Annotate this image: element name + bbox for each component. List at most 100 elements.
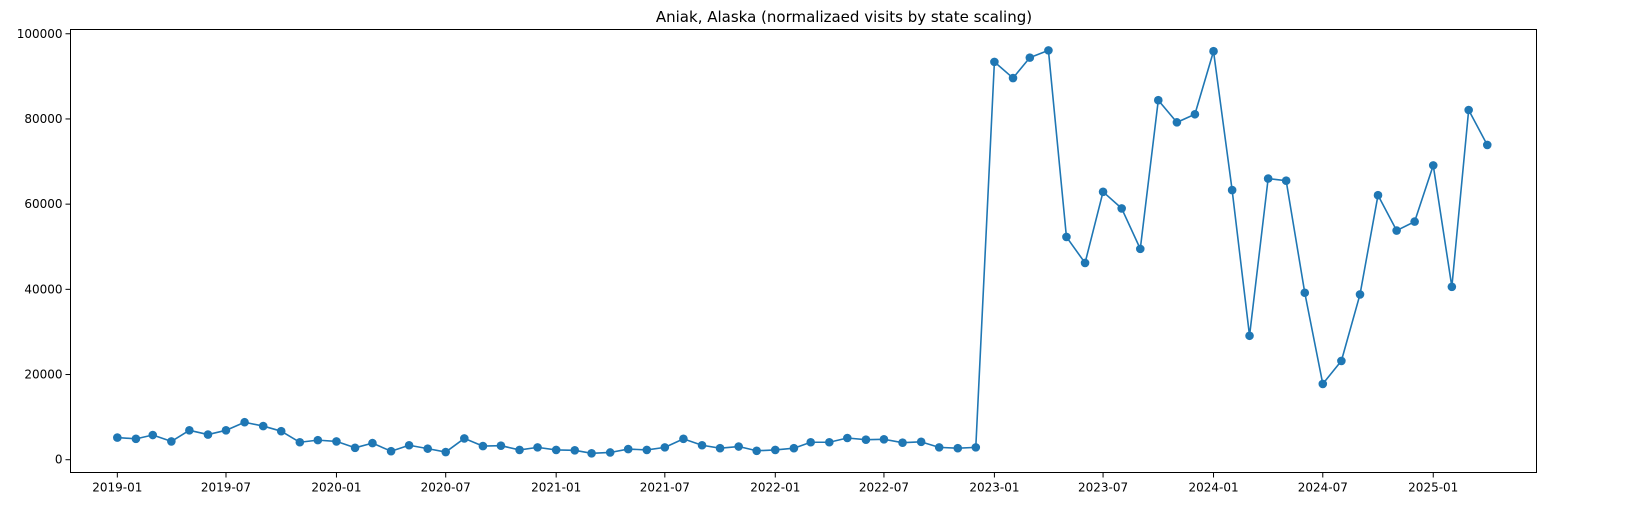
data-point [1373, 190, 1383, 200]
data-point [953, 443, 963, 453]
data-point [167, 437, 176, 446]
data-point [1044, 46, 1053, 55]
data-point [113, 433, 122, 442]
data-point [605, 448, 615, 457]
x-tick-label: 2023-07 [1078, 481, 1128, 495]
data-point [934, 443, 944, 452]
data-point [1025, 53, 1035, 62]
data-point [1080, 258, 1090, 268]
data-point [423, 444, 432, 453]
data-point [1245, 331, 1254, 341]
data-point [1227, 185, 1237, 195]
data-point [1410, 217, 1419, 226]
x-tick-label: 2021-01 [531, 481, 581, 495]
x-tick-label: 2024-07 [1298, 481, 1348, 495]
axes-frame [70, 29, 1537, 473]
y-tick-label: 0 [55, 453, 63, 467]
data-point [660, 443, 670, 452]
axis-ticks: 2019-01 2019-07 2020-01 2020-07 2021-01 2021-… [17, 27, 1459, 495]
data-point [642, 445, 652, 455]
data-point [515, 445, 524, 455]
data-point [898, 438, 907, 447]
x-tick-label: 2022-01 [750, 481, 800, 495]
data-point [879, 434, 889, 444]
data-point [1355, 290, 1365, 299]
data-point [570, 446, 580, 455]
data-point [1318, 379, 1328, 389]
data-point [1008, 73, 1018, 83]
data-point [496, 441, 506, 450]
y-tick-label: 100000 [17, 27, 63, 41]
data-point [295, 437, 305, 447]
y-tick-label: 20000 [24, 368, 62, 382]
data-point [825, 437, 834, 447]
data-point [1428, 161, 1438, 170]
y-tick-label: 40000 [24, 282, 62, 296]
data-point [861, 435, 871, 445]
data-point [460, 434, 469, 443]
data-point [623, 444, 633, 454]
x-tick-label: 2019-07 [201, 481, 251, 495]
data-point [715, 443, 725, 453]
data-point [1300, 288, 1310, 298]
data-point [1392, 226, 1401, 235]
data-point [1209, 46, 1218, 56]
data-point [916, 437, 926, 447]
y-tick-label: 80000 [24, 112, 62, 126]
data-point [971, 443, 981, 452]
chart-title: Aniak, Alaska (normalizaed visits by sta… [656, 8, 1032, 26]
data-point [734, 442, 743, 451]
data-point [1062, 232, 1071, 242]
data-point [1263, 174, 1273, 183]
data-point [368, 438, 377, 448]
y-tick-label: 60000 [24, 197, 62, 211]
data-point [185, 426, 194, 435]
x-tick-label: 2025-01 [1408, 481, 1458, 495]
plot-area [113, 46, 1492, 458]
data-point [276, 426, 286, 436]
data-point [1281, 176, 1291, 186]
data-point [551, 445, 561, 455]
x-tick-label: 2024-01 [1188, 481, 1238, 495]
x-tick-label: 2020-07 [421, 481, 471, 495]
x-tick-label: 2021-07 [640, 481, 690, 495]
data-point [350, 443, 360, 453]
data-point [752, 446, 761, 456]
series-line [117, 49, 1488, 455]
data-point [332, 437, 341, 446]
data-point [1153, 95, 1163, 105]
data-point [1135, 244, 1145, 254]
data-point [1117, 204, 1126, 213]
data-point [806, 437, 816, 447]
data-point [203, 430, 213, 439]
data-point [131, 434, 141, 444]
x-tick-label: 2022-07 [859, 481, 909, 495]
data-point [148, 430, 158, 440]
data-point [697, 440, 707, 450]
data-point [770, 445, 780, 455]
data-point [240, 417, 249, 427]
data-point [386, 446, 396, 456]
x-tick-label: 2020-01 [311, 481, 361, 495]
data-point [789, 443, 799, 453]
data-point [478, 441, 488, 451]
data-point [1464, 105, 1473, 115]
data-point [258, 421, 268, 431]
data-point [1190, 109, 1200, 119]
data-point [990, 57, 999, 67]
data-point [441, 447, 451, 457]
data-point [1098, 187, 1108, 197]
data-point [1447, 282, 1457, 292]
data-point [313, 435, 323, 445]
x-tick-label: 2023-01 [969, 481, 1019, 495]
data-point [679, 434, 688, 444]
x-tick-label: 2019-01 [92, 481, 142, 495]
data-point [1482, 140, 1492, 150]
data-point [1337, 356, 1346, 366]
data-point [221, 426, 231, 435]
data-point [843, 433, 852, 443]
data-point [404, 440, 414, 450]
data-point [1172, 118, 1182, 127]
